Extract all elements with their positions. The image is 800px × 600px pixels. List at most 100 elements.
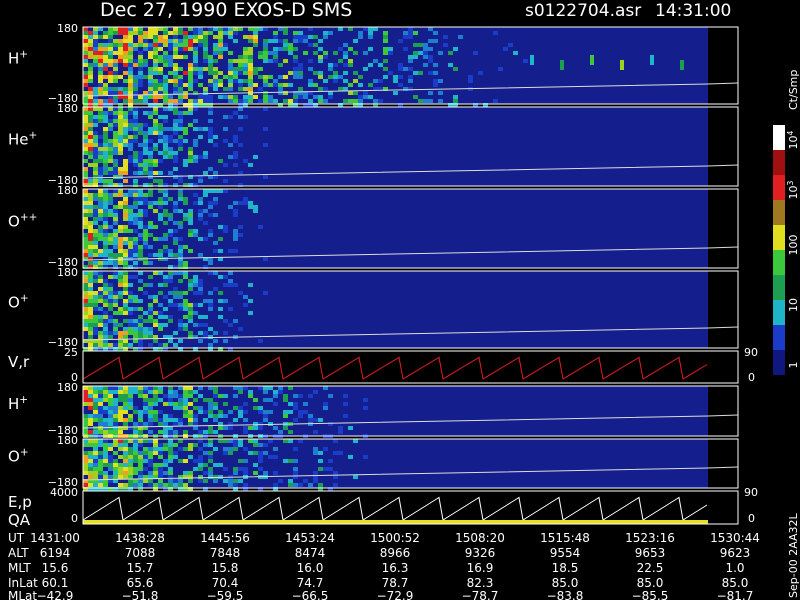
- spectrogram-cell: [133, 426, 138, 430]
- spectrogram-cell: [248, 67, 253, 71]
- spectrogram-cell: [178, 295, 183, 299]
- spectrogram-cell: [113, 323, 118, 327]
- spectrogram-cell: [148, 319, 153, 323]
- spectrogram-cell: [98, 335, 103, 339]
- spectrogram-cell: [98, 315, 103, 319]
- spectrogram-cell: [113, 245, 118, 249]
- spectrogram-cell: [153, 79, 158, 83]
- spectrogram-cell: [263, 386, 268, 390]
- spectrogram-cell: [158, 463, 163, 467]
- spectrogram-cell: [163, 249, 168, 253]
- spectrogram-cell: [283, 83, 288, 87]
- spectrogram-cell: [178, 253, 183, 257]
- row-value: 16.0: [297, 561, 324, 575]
- spectrogram-cell: [148, 343, 153, 347]
- spectrogram-cell: [213, 43, 218, 47]
- spectrogram-cell: [143, 163, 148, 167]
- row-value: 6194: [40, 546, 71, 560]
- spectrogram-cell: [243, 59, 248, 63]
- spectrogram-cell: [173, 123, 178, 127]
- spectrogram-cell: [413, 43, 418, 47]
- spectrogram-cell: [108, 414, 113, 418]
- spectrogram-cell: [388, 47, 393, 51]
- spectrogram-cell: [168, 439, 173, 443]
- spectrogram-cell: [93, 123, 98, 127]
- spectrogram-cell: [288, 51, 293, 55]
- spectrogram-cell: [208, 119, 213, 123]
- spectrogram-cell: [513, 51, 518, 55]
- spectrogram-cell: [188, 487, 193, 491]
- spectrogram-cell: [143, 143, 148, 147]
- spectrogram-cell: [168, 451, 173, 455]
- spectrogram-cell: [263, 475, 268, 479]
- spectrogram-cell: [118, 245, 123, 249]
- spectrogram-cell: [148, 47, 153, 51]
- spectrogram-cell: [293, 406, 298, 410]
- spectrogram-cell: [163, 143, 168, 147]
- spectrogram-cell: [113, 299, 118, 303]
- spectrogram-cell: [98, 193, 103, 197]
- row-label: MLat: [8, 589, 37, 600]
- spectrogram-cell: [113, 27, 118, 31]
- spectrogram-cell: [83, 339, 88, 343]
- spectrogram-cell: [338, 47, 343, 51]
- spectrogram-cell: [298, 439, 303, 443]
- spectrogram-cell: [148, 471, 153, 475]
- spectrogram-cell: [103, 299, 108, 303]
- spectrogram-cell: [198, 279, 203, 283]
- spectrogram-cell: [198, 406, 203, 410]
- spectrogram-cell: [133, 331, 138, 335]
- spectrogram-cell: [213, 135, 218, 139]
- spectrogram-cell: [163, 487, 168, 491]
- spectrogram-cell: [173, 111, 178, 115]
- spectrogram-cell: [228, 483, 233, 487]
- spectrogram-cell: [298, 414, 303, 418]
- spectrogram-cell: [128, 295, 133, 299]
- spectrogram-cell: [133, 479, 138, 483]
- spectrogram-cell: [118, 398, 123, 402]
- spectrogram-cell: [173, 131, 178, 135]
- spectrogram-cell: [108, 193, 113, 197]
- spectrogram-cell: [183, 406, 188, 410]
- spectrogram-cell: [218, 47, 223, 51]
- spectrogram-cell: [93, 347, 98, 351]
- spectrogram-cell: [293, 95, 298, 99]
- spectrogram-cell: [153, 43, 158, 47]
- spectrogram-cell: [293, 467, 298, 471]
- spectrogram-cell: [143, 171, 148, 175]
- title: Dec 27, 1990 EXOS-D SMS: [100, 0, 352, 21]
- spectrogram-cell: [328, 75, 333, 79]
- spectrogram-cell: [348, 83, 353, 87]
- spectrogram-cell: [103, 241, 108, 245]
- spectrogram-cell: [168, 171, 173, 175]
- spectrogram-cell: [183, 217, 188, 221]
- spectrogram-cell: [128, 99, 133, 103]
- spectrogram-cell: [138, 209, 143, 213]
- spectrogram-cell: [223, 283, 228, 287]
- row-value: 1530:44: [710, 531, 760, 545]
- spectrogram-cell: [168, 39, 173, 43]
- row-value: 1515:48: [540, 531, 590, 545]
- spectrogram-cell: [133, 139, 138, 143]
- spectrogram-cell: [168, 275, 173, 279]
- spectrogram-cell: [273, 47, 278, 51]
- spectrogram-cell: [218, 43, 223, 47]
- spectrogram-cell: [153, 487, 158, 491]
- spectrogram-cell: [248, 299, 253, 303]
- spectrogram-cell: [238, 410, 243, 414]
- spectrogram-cell: [163, 197, 168, 201]
- spectrogram-cell: [198, 35, 203, 39]
- spectrogram-cell: [198, 463, 203, 467]
- spectrogram-cell: [188, 233, 193, 237]
- row-value: 1.0: [725, 561, 744, 575]
- spectrogram-cell: [173, 295, 178, 299]
- spectrogram-cell: [203, 443, 208, 447]
- spectrogram-cell: [453, 103, 458, 107]
- spectrogram-cell: [208, 205, 213, 209]
- spectrogram-cell: [433, 63, 438, 67]
- spectrogram-cell: [283, 91, 288, 95]
- spectrogram-cell: [118, 275, 123, 279]
- spectrogram-cell: [98, 63, 103, 67]
- spectrogram-cell: [103, 87, 108, 91]
- spectrogram-cell: [173, 265, 178, 269]
